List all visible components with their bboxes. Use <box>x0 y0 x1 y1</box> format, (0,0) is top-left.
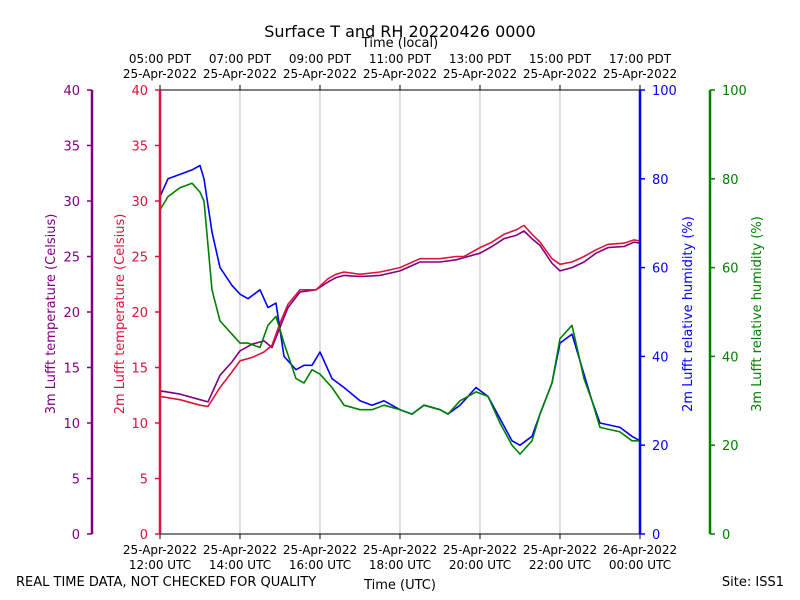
x2-tick-date: 25-Apr-2022 <box>443 67 517 81</box>
y-tick-label: 40 <box>131 84 148 99</box>
y-tick-label: 5 <box>72 473 80 488</box>
y-tick-label: 40 <box>722 350 739 365</box>
x2-tick-time: 13:00 PDT <box>449 52 512 66</box>
y-tick-label: 0 <box>140 528 148 543</box>
y-tick-label: 35 <box>63 140 80 155</box>
x-tick-date: 25-Apr-2022 <box>363 543 437 557</box>
x2-tick-time: 17:00 PDT <box>609 52 672 66</box>
x-tick-time: 12:00 UTC <box>129 558 191 572</box>
x2-tick-time: 05:00 PDT <box>129 52 192 66</box>
y-tick-label: 0 <box>722 528 730 543</box>
x2-tick-date: 25-Apr-2022 <box>203 67 277 81</box>
y-tick-label: 80 <box>652 173 669 188</box>
y-tick-label: 25 <box>131 251 148 266</box>
x2-tick-time: 11:00 PDT <box>369 52 432 66</box>
y-tick-label: 30 <box>63 195 80 210</box>
y-tick-label: 0 <box>72 528 80 543</box>
x-tick-date: 25-Apr-2022 <box>523 543 597 557</box>
y-tick-label: 100 <box>722 84 747 99</box>
y-tick-label: 60 <box>722 262 739 277</box>
site-label: Site: ISS1 <box>721 575 784 590</box>
y-tick-label: 0 <box>652 528 660 543</box>
y-tick-label: 15 <box>131 362 148 377</box>
y-tick-label: 20 <box>131 306 148 321</box>
x-tick-time: 20:00 UTC <box>449 558 511 572</box>
x2-tick-date: 25-Apr-2022 <box>363 67 437 81</box>
x-tick-time: 14:00 UTC <box>209 558 271 572</box>
x-tick-time: 00:00 UTC <box>609 558 671 572</box>
y-tick-label: 30 <box>131 195 148 210</box>
x-tick-date: 25-Apr-2022 <box>443 543 517 557</box>
y-tick-label: 100 <box>652 84 677 99</box>
quality-note: REAL TIME DATA, NOT CHECKED FOR QUALITY <box>16 575 317 590</box>
y-axis-title-rh3: 3m Lufft relative humidity (%) <box>750 216 765 412</box>
series-line-rh3 <box>159 182 640 455</box>
y-tick-label: 25 <box>63 251 80 266</box>
y-tick-label: 15 <box>63 362 80 377</box>
series-lines <box>159 164 641 455</box>
y-axis-title-t2: 2m Lufft temperature (Celsius) <box>113 214 128 415</box>
y-tick-label: 20 <box>722 439 739 454</box>
x2-tick-time: 07:00 PDT <box>209 52 272 66</box>
y-axis-title-rh2: 2m Lufft relative humidity (%) <box>681 216 696 412</box>
x2-tick-date: 25-Apr-2022 <box>603 67 677 81</box>
chart-title: Surface T and RH 20220426 0000 <box>264 22 536 41</box>
x-axis-top-label: Time (local) <box>361 36 438 51</box>
y-tick-label: 20 <box>63 306 80 321</box>
y-tick-label: 40 <box>652 350 669 365</box>
x-tick-date: 25-Apr-2022 <box>283 543 357 557</box>
y-tick-label: 60 <box>652 262 669 277</box>
x-tick-time: 18:00 UTC <box>369 558 431 572</box>
y-tick-label: 10 <box>131 417 148 432</box>
y-tick-label: 10 <box>63 417 80 432</box>
x-tick-time: 22:00 UTC <box>529 558 591 572</box>
axes <box>87 85 715 539</box>
x-tick-date: 26-Apr-2022 <box>603 543 677 557</box>
series-line-t2 <box>159 224 641 408</box>
y-tick-label: 20 <box>652 439 669 454</box>
x-tick-date: 25-Apr-2022 <box>123 543 197 557</box>
x2-tick-date: 25-Apr-2022 <box>283 67 357 81</box>
y-tick-label: 35 <box>131 140 148 155</box>
x-tick-time: 16:00 UTC <box>289 558 351 572</box>
y-tick-label: 40 <box>63 84 80 99</box>
series-line-t3 <box>159 230 641 403</box>
grid-lines <box>239 90 561 534</box>
x-axis-bottom-label: Time (UTC) <box>363 578 436 593</box>
y-tick-label: 80 <box>722 173 739 188</box>
x2-tick-date: 25-Apr-2022 <box>123 67 197 81</box>
y-axis-labels: 3m Lufft temperature (Celsius) 2m Lufft t… <box>44 214 765 415</box>
x2-tick-time: 09:00 PDT <box>289 52 352 66</box>
x2-tick-time: 15:00 PDT <box>529 52 592 66</box>
y-tick-label: 5 <box>140 473 148 488</box>
y-axis-title-t3: 3m Lufft temperature (Celsius) <box>44 214 59 415</box>
x-tick-date: 25-Apr-2022 <box>203 543 277 557</box>
x2-tick-date: 25-Apr-2022 <box>523 67 597 81</box>
